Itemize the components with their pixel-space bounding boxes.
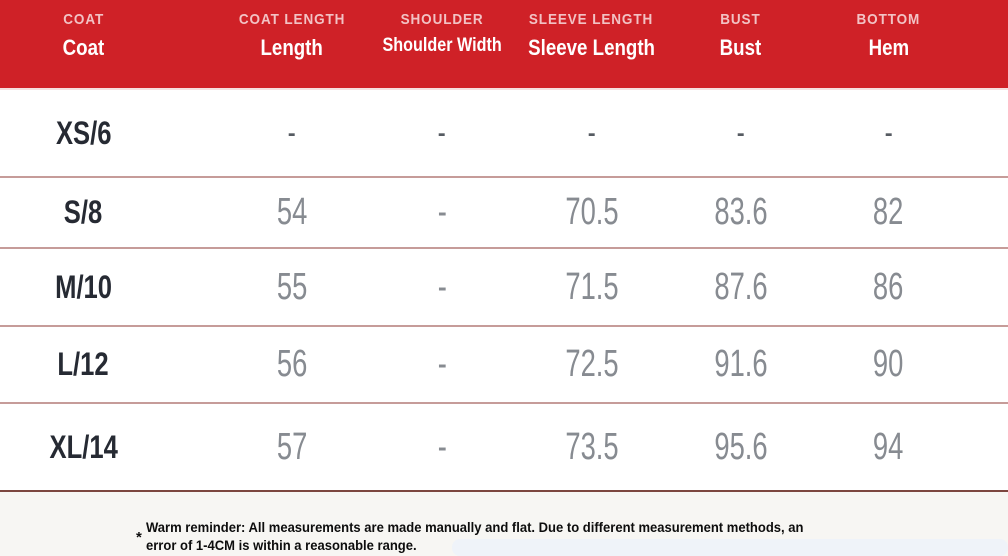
header-col-bust: BUST Bust xyxy=(666,0,815,88)
sleeve-value: 71.5 xyxy=(564,265,619,308)
header-group-sleeve: SLEEVE LENGTH xyxy=(529,11,654,28)
bust-value: 83.6 xyxy=(713,191,768,233)
bust-value: - xyxy=(736,113,745,152)
header-group-coat: COAT xyxy=(63,11,104,28)
hem-value: 82 xyxy=(873,191,904,233)
bust-value: 95.6 xyxy=(713,425,768,468)
header-col-coat: COAT Coat xyxy=(0,0,189,88)
shoulder-value: - xyxy=(437,343,447,385)
size-label: L/12 xyxy=(57,346,110,382)
table-row: M/10 55 - 71.5 87.6 86 xyxy=(0,249,1008,327)
note-line-1: Warm reminder: All measurements are made… xyxy=(145,519,804,535)
header-col-hem: BOTTOM Hem xyxy=(815,0,1008,88)
table-row: XL/14 57 - 73.5 95.6 94 xyxy=(0,404,1008,492)
length-value: 57 xyxy=(276,425,308,468)
header-col-shoulder: SHOULDER Shoulder Width xyxy=(367,0,517,88)
size-label: M/10 xyxy=(55,268,112,305)
hem-value: 86 xyxy=(873,265,904,308)
table-row: L/12 56 - 72.5 91.6 90 xyxy=(0,327,1008,404)
length-value: 56 xyxy=(276,343,308,385)
size-label: S/8 xyxy=(64,194,103,230)
shoulder-value: - xyxy=(437,425,447,468)
table-row: S/8 54 - 70.5 83.6 82 xyxy=(0,178,1008,249)
bust-value: 87.6 xyxy=(713,265,768,308)
sleeve-value: - xyxy=(587,113,596,152)
shoulder-value: - xyxy=(437,113,447,152)
bottom-highlight xyxy=(452,539,1008,556)
header-label-coat: Coat xyxy=(62,35,105,60)
header-label-length: Length xyxy=(260,35,324,60)
table-row: XS/6 - - - - - xyxy=(0,90,1008,178)
size-label: XS/6 xyxy=(55,114,112,151)
header-label-shoulder: Shoulder Width xyxy=(382,35,502,56)
length-value: 55 xyxy=(276,265,308,308)
sleeve-value: 73.5 xyxy=(564,425,619,468)
size-chart-header: COAT Coat COAT LENGTH Length SHOULDER Sh… xyxy=(0,0,1008,88)
shoulder-value: - xyxy=(437,191,447,233)
footer: * Warm reminder: All measurements are ma… xyxy=(0,492,1008,556)
length-value: 54 xyxy=(276,191,308,233)
hem-value: 90 xyxy=(873,343,904,385)
asterisk-marker: * xyxy=(136,529,142,546)
length-value: - xyxy=(287,113,297,152)
header-underline xyxy=(0,88,1008,90)
sleeve-value: 70.5 xyxy=(564,191,619,233)
note-line-2: error of 1-4CM is within a reasonable ra… xyxy=(145,537,417,553)
header-col-length: COAT LENGTH Length xyxy=(189,0,367,88)
hem-value: - xyxy=(884,113,893,152)
size-chart-body: XS/6 - - - - - S/8 54 - 70.5 83.6 82 M/1… xyxy=(0,90,1008,492)
header-group-hem: BOTTOM xyxy=(856,11,921,28)
shoulder-value: - xyxy=(437,265,447,308)
header-group-bust: BUST xyxy=(720,11,761,28)
hem-value: 94 xyxy=(873,425,904,468)
header-label-bust: Bust xyxy=(719,35,762,60)
header-col-sleeve: SLEEVE LENGTH Sleeve Length xyxy=(517,0,666,88)
header-label-hem: Hem xyxy=(868,35,909,60)
header-group-length: COAT LENGTH xyxy=(238,11,346,28)
warm-reminder-note: * Warm reminder: All measurements are ma… xyxy=(136,518,853,554)
bust-value: 91.6 xyxy=(713,343,768,385)
size-label: XL/14 xyxy=(49,428,118,465)
header-label-sleeve: Sleeve Length xyxy=(528,35,655,60)
header-group-shoulder: SHOULDER xyxy=(400,11,484,28)
sleeve-value: 72.5 xyxy=(564,343,619,385)
